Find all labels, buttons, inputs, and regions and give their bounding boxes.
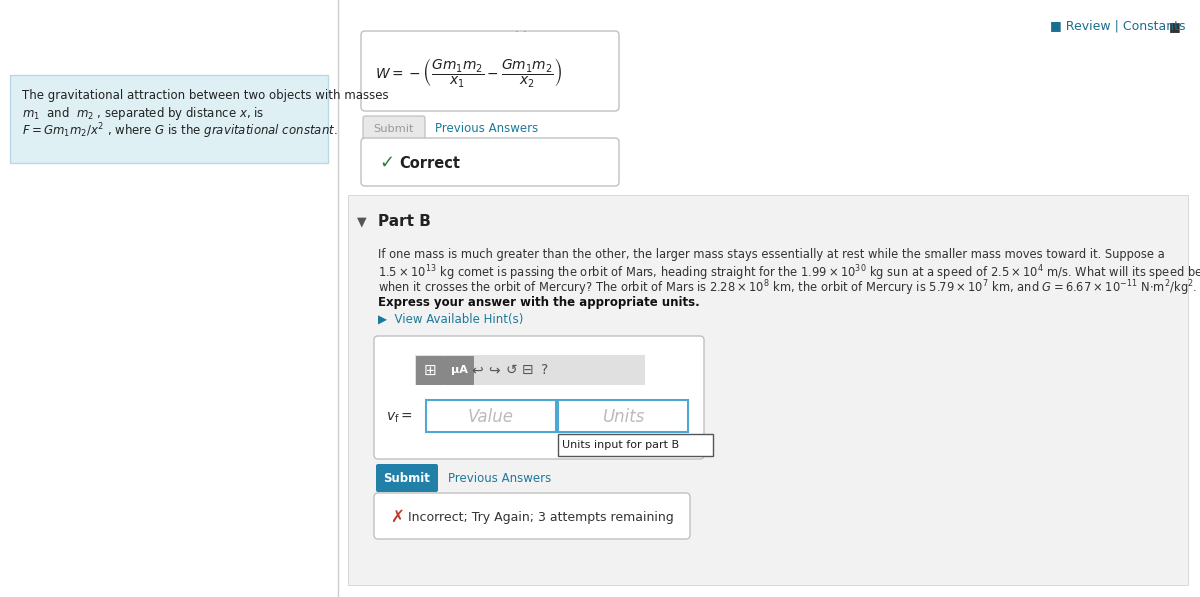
Bar — [426, 400, 556, 432]
FancyBboxPatch shape — [10, 75, 328, 163]
Text: Correct: Correct — [398, 155, 460, 171]
Text: ✗: ✗ — [390, 508, 404, 526]
Text: $W = -\left(\dfrac{Gm_1m_2}{x_1} - \dfrac{Gm_1m_2}{x_2}\right)$: $W = -\left(\dfrac{Gm_1m_2}{x_1} - \dfra… — [374, 57, 563, 90]
Text: If one mass is much greater than the other, the larger mass stays essentially at: If one mass is much greater than the oth… — [378, 248, 1165, 261]
Bar — [415, 355, 646, 385]
Text: Incorrect; Try Again; 3 attempts remaining: Incorrect; Try Again; 3 attempts remaini… — [408, 510, 673, 524]
FancyBboxPatch shape — [348, 195, 1188, 585]
Text: Express your answer with the appropriate units.: Express your answer with the appropriate… — [378, 296, 700, 309]
FancyBboxPatch shape — [374, 493, 690, 539]
Text: Part B: Part B — [378, 214, 431, 229]
Text: Value: Value — [468, 408, 514, 426]
Text: . .: . . — [515, 22, 527, 35]
Text: ■ Review | Constants: ■ Review | Constants — [1050, 20, 1186, 33]
Text: Previous Answers: Previous Answers — [448, 472, 551, 485]
Text: $F = Gm_1m_2/x^2$ , where $G$ is the $\mathit{gravitational\ constant}$.: $F = Gm_1m_2/x^2$ , where $G$ is the $\m… — [22, 121, 337, 141]
Text: $m_1$  and  $m_2$ , separated by distance $x$, is: $m_1$ and $m_2$ , separated by distance … — [22, 105, 264, 122]
FancyBboxPatch shape — [416, 356, 444, 384]
Text: ↩: ↩ — [472, 363, 482, 377]
Text: ▶  View Available Hint(s): ▶ View Available Hint(s) — [378, 313, 523, 326]
Text: ↺: ↺ — [505, 363, 517, 377]
Text: ■: ■ — [1169, 20, 1186, 33]
Text: ?: ? — [541, 363, 548, 377]
Text: ✓: ✓ — [379, 154, 394, 172]
FancyBboxPatch shape — [445, 356, 473, 384]
Text: Submit: Submit — [373, 124, 414, 134]
FancyBboxPatch shape — [361, 31, 619, 111]
Text: $v_{\rm f} =$: $v_{\rm f} =$ — [386, 411, 413, 425]
Bar — [558, 400, 688, 432]
FancyBboxPatch shape — [376, 464, 438, 492]
Text: Submit: Submit — [384, 472, 431, 485]
Text: The gravitational attraction between two objects with masses: The gravitational attraction between two… — [22, 89, 389, 102]
Text: Units: Units — [602, 408, 644, 426]
Text: when it crosses the orbit of Mercury? The orbit of Mars is $2.28\times10^8$ km, : when it crosses the orbit of Mercury? Th… — [378, 278, 1198, 297]
Text: ⊞: ⊞ — [424, 362, 437, 377]
Text: Units input for part B: Units input for part B — [562, 440, 679, 450]
Text: ⊟: ⊟ — [522, 363, 534, 377]
Text: Previous Answers: Previous Answers — [436, 122, 539, 136]
FancyBboxPatch shape — [361, 138, 619, 186]
FancyBboxPatch shape — [364, 116, 425, 142]
Text: ▼: ▼ — [358, 215, 367, 228]
FancyBboxPatch shape — [374, 336, 704, 459]
Text: μA: μA — [450, 365, 468, 375]
Text: ↪: ↪ — [488, 363, 500, 377]
Text: $1.5\times10^{13}$ kg comet is passing the orbit of Mars, heading straight for t: $1.5\times10^{13}$ kg comet is passing t… — [378, 263, 1200, 282]
Bar — [558, 434, 713, 456]
